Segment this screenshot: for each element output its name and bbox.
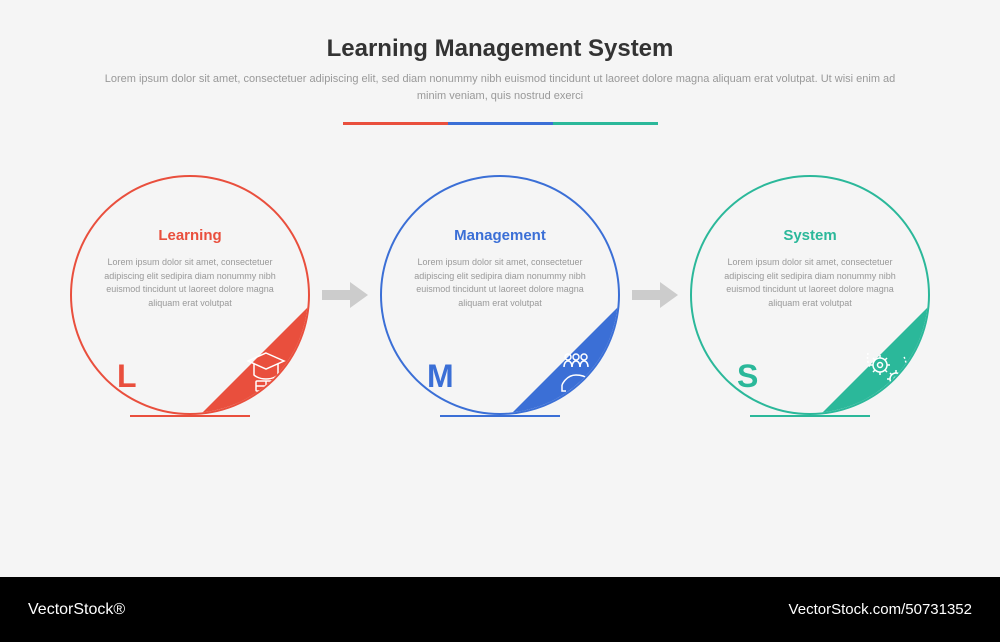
main-infographic: Learning Management System Lorem ipsum d… bbox=[0, 0, 1000, 577]
step-bottom-line bbox=[440, 415, 560, 417]
color-divider bbox=[90, 122, 910, 125]
step-letter: S bbox=[737, 358, 758, 395]
step-content: Learning Lorem ipsum dolor sit amet, con… bbox=[72, 227, 308, 310]
step-circle: Management Lorem ipsum dolor sit amet, c… bbox=[380, 175, 620, 415]
step-title: System bbox=[722, 227, 898, 244]
divider-segment-1 bbox=[343, 122, 448, 125]
gears-icon bbox=[862, 347, 910, 395]
footer-id: VectorStock.com/50731352 bbox=[789, 601, 972, 618]
steps-container: Learning Lorem ipsum dolor sit amet, con… bbox=[0, 175, 1000, 415]
header: Learning Management System Lorem ipsum d… bbox=[90, 35, 910, 125]
page-title: Learning Management System bbox=[90, 35, 910, 63]
step-circle: Learning Lorem ipsum dolor sit amet, con… bbox=[70, 175, 310, 415]
step-bottom-line bbox=[750, 415, 870, 417]
step-system: System Lorem ipsum dolor sit amet, conse… bbox=[690, 175, 930, 415]
step-content: Management Lorem ipsum dolor sit amet, c… bbox=[382, 227, 618, 310]
step-description: Lorem ipsum dolor sit amet, consectetuer… bbox=[412, 256, 588, 310]
education-icon bbox=[242, 347, 290, 395]
footer-bar: VectorStock® VectorStock.com/50731352 bbox=[0, 577, 1000, 642]
divider-segment-3 bbox=[553, 122, 658, 125]
arrow-icon bbox=[322, 282, 368, 308]
step-bottom-line bbox=[130, 415, 250, 417]
step-content: System Lorem ipsum dolor sit amet, conse… bbox=[692, 227, 928, 310]
step-title: Management bbox=[412, 227, 588, 244]
step-circle: System Lorem ipsum dolor sit amet, conse… bbox=[690, 175, 930, 415]
step-learning: Learning Lorem ipsum dolor sit amet, con… bbox=[70, 175, 310, 415]
arrow-icon bbox=[632, 282, 678, 308]
footer-brand: VectorStock® bbox=[28, 601, 125, 619]
step-letter: M bbox=[427, 358, 454, 395]
step-title: Learning bbox=[102, 227, 278, 244]
step-letter: L bbox=[117, 358, 137, 395]
page-subtitle: Lorem ipsum dolor sit amet, consectetuer… bbox=[90, 71, 910, 104]
people-icon bbox=[552, 347, 600, 395]
step-description: Lorem ipsum dolor sit amet, consectetuer… bbox=[722, 256, 898, 310]
step-management: Management Lorem ipsum dolor sit amet, c… bbox=[380, 175, 620, 415]
divider-segment-2 bbox=[448, 122, 553, 125]
step-description: Lorem ipsum dolor sit amet, consectetuer… bbox=[102, 256, 278, 310]
